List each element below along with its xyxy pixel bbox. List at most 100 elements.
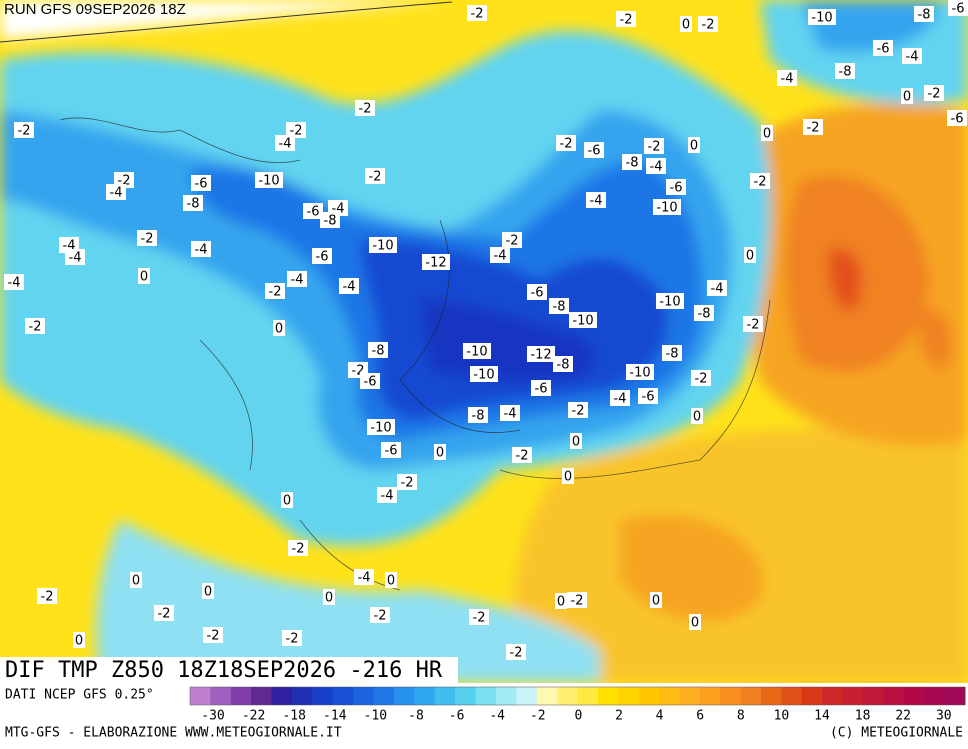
contour-label-box: [689, 614, 701, 630]
color-swatch: [638, 687, 660, 705]
contour-label: -2: [290, 124, 303, 139]
contour-label-box: [37, 588, 57, 604]
contour-label: -2: [473, 611, 486, 626]
source-label: DATI NCEP GFS 0.25°: [5, 688, 154, 703]
contour-label-box: [265, 283, 285, 299]
contour-label-box: [666, 179, 686, 195]
colorbar-label: -18: [282, 709, 305, 724]
contour-label: -2: [928, 87, 941, 102]
contour-label-box: [777, 70, 797, 86]
run-label: RUN GFS 09SEP2026 18Z: [4, 1, 186, 18]
contour-label: -2: [18, 124, 31, 139]
color-swatch: [230, 687, 252, 705]
contour-label: 0: [572, 435, 580, 450]
map-title: DIF TMP Z850 18Z18SEP2026 -216 HR: [5, 658, 443, 683]
contour-label: -12: [530, 348, 551, 363]
contour-label-box: [463, 343, 491, 359]
color-swatch: [312, 687, 334, 705]
color-swatch: [190, 687, 211, 705]
contour-label-box: [750, 173, 770, 189]
colorbar-label: -6: [449, 709, 465, 724]
contour-label-box: [948, 0, 968, 16]
contour-label-box: [320, 212, 340, 228]
contour-label-box: [924, 85, 944, 101]
contour-label-box: [365, 168, 385, 184]
contour-label: -2: [516, 449, 529, 464]
contour-label-box: [191, 175, 211, 191]
contour-label-box: [656, 293, 684, 309]
contour-label: -12: [425, 256, 446, 271]
colorbar-label: -30: [201, 709, 224, 724]
title-box: [0, 657, 458, 684]
contour-label-box: [369, 237, 397, 253]
contour-label: -6: [642, 390, 655, 405]
color-swatch: [577, 687, 599, 705]
color-swatch: [944, 687, 966, 705]
color-swatch: [842, 687, 864, 705]
contour-label: -2: [571, 594, 584, 609]
contour-label-box: [569, 312, 597, 328]
contour-label: -2: [648, 140, 661, 155]
colorbar-label: -2: [530, 709, 546, 724]
contour-label: -10: [466, 345, 487, 360]
contour-label-box: [707, 280, 727, 296]
contour-label-box: [570, 433, 582, 449]
contour-label-box: [743, 316, 763, 332]
contour-label: 0: [564, 470, 572, 485]
contour-label-box: [360, 373, 380, 389]
colorbar-label: -14: [323, 709, 347, 724]
colorbar-label: -8: [408, 709, 424, 724]
contour-label: -2: [747, 318, 760, 333]
contour-label: -4: [358, 571, 371, 586]
color-swatch: [251, 687, 273, 705]
color-swatch: [903, 687, 925, 705]
color-swatch: [699, 687, 721, 705]
contour-label-box: [662, 345, 682, 361]
contour-label: -6: [531, 286, 544, 301]
color-swatch: [536, 687, 558, 705]
contour-label-box: [947, 110, 967, 126]
contour-label-box: [287, 271, 307, 287]
color-swatch: [332, 687, 354, 705]
contour-label: -6: [364, 375, 377, 390]
contour-label: -2: [807, 121, 820, 136]
contour-label-box: [527, 284, 547, 300]
colorbar-label: -4: [489, 709, 505, 724]
contour-label: -8: [324, 214, 337, 229]
contour-label-box: [650, 592, 662, 608]
color-swatch: [781, 687, 803, 705]
contour-label: -2: [506, 234, 519, 249]
contour-label-box: [467, 5, 487, 21]
credit: MTG-GFS - ELABORAZIONE WWW.METEOGIORNALE…: [5, 726, 342, 741]
contour-label-box: [339, 278, 359, 294]
contour-label: -10: [629, 366, 650, 381]
contour-label: -6: [951, 112, 964, 127]
colorbar-label: 14: [814, 709, 830, 724]
contour-label-box: [397, 474, 417, 490]
contour-label-box: [553, 356, 573, 372]
contour-label: 0: [204, 585, 212, 600]
contour-label-box: [470, 366, 498, 382]
color-swatch: [659, 687, 680, 705]
contour-label: 0: [325, 591, 333, 606]
colorbar-frame: [189, 686, 966, 706]
contour-label: 0: [387, 574, 395, 589]
contour-label: -2: [374, 609, 387, 624]
contour-label-box: [468, 407, 488, 423]
contour-label-box: [610, 390, 630, 406]
contour-label: -10: [473, 368, 494, 383]
colorbar-label: 22: [895, 709, 911, 724]
contour-label-box: [183, 195, 203, 211]
contour-label: -2: [754, 175, 767, 190]
color-swatch: [495, 687, 517, 705]
contour-label-box: [694, 305, 714, 321]
contour-label: -4: [343, 280, 356, 295]
copyright: (C) METEOGIORNALE: [830, 726, 963, 741]
contour-label-box: [688, 137, 700, 153]
contour-label-box: [323, 589, 335, 605]
colorbar-label: 0: [574, 709, 582, 724]
contour-label-box: [288, 540, 308, 556]
color-swatch: [291, 687, 313, 705]
